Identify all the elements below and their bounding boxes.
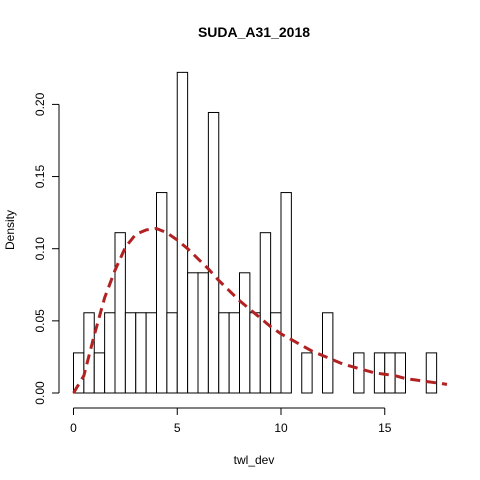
- histogram-bar-9: [166, 312, 178, 394]
- histogram-bar-19: [270, 312, 282, 394]
- y-tick-label-0: 0.00: [33, 381, 47, 405]
- histogram-bar-5: [124, 312, 137, 394]
- histogram-bar-14: [218, 312, 230, 394]
- histogram-bar-20: [280, 192, 292, 394]
- x-axis: 0 5 10 15: [70, 407, 392, 435]
- x-tick-label-2: 10: [274, 421, 288, 435]
- y-axis-label: Density: [3, 210, 17, 250]
- histogram-bar-2: [93, 352, 106, 394]
- histogram-bar-18: [259, 232, 272, 394]
- histogram-bar-8: [156, 192, 168, 394]
- histogram-bar-27: [353, 352, 365, 394]
- x-tick-label-3: 15: [378, 421, 392, 435]
- y-tick-label-2: 0.10: [33, 237, 47, 261]
- histogram-bar-13: [207, 111, 220, 394]
- histogram-bar-17: [249, 312, 261, 394]
- histogram-bar-31: [394, 352, 406, 394]
- chart-title: SUDA_A31_2018: [198, 24, 310, 40]
- histogram-bar-3: [104, 312, 116, 394]
- density-curve: [72, 226, 448, 394]
- histogram-bar-6: [135, 312, 147, 394]
- x-axis-label: twl_dev: [234, 453, 275, 467]
- histogram-bar-34: [425, 352, 438, 394]
- x-tick-label-0: 0: [70, 421, 77, 435]
- y-tick-label-1: 0.05: [33, 309, 47, 333]
- density-curve-group: [72, 226, 448, 394]
- histogram-bar-10: [176, 71, 189, 394]
- histogram-bar-22: [301, 352, 313, 394]
- histogram-bar-12: [197, 272, 209, 394]
- y-tick-label-3: 0.15: [33, 165, 47, 189]
- y-tick-label-4: 0.20: [33, 92, 47, 116]
- x-tick-label-1: 5: [174, 421, 181, 435]
- histogram-bar-11: [187, 272, 199, 394]
- histogram-bar-15: [228, 312, 240, 394]
- y-axis: 0.00 0.05 0.10 0.15 0.20: [33, 92, 60, 405]
- histogram-bars: [73, 71, 438, 394]
- histogram-bar-16: [239, 272, 251, 394]
- histogram-bar-1: [83, 312, 95, 394]
- histogram-bar-7: [145, 312, 157, 394]
- histogram-bar-24: [322, 312, 334, 394]
